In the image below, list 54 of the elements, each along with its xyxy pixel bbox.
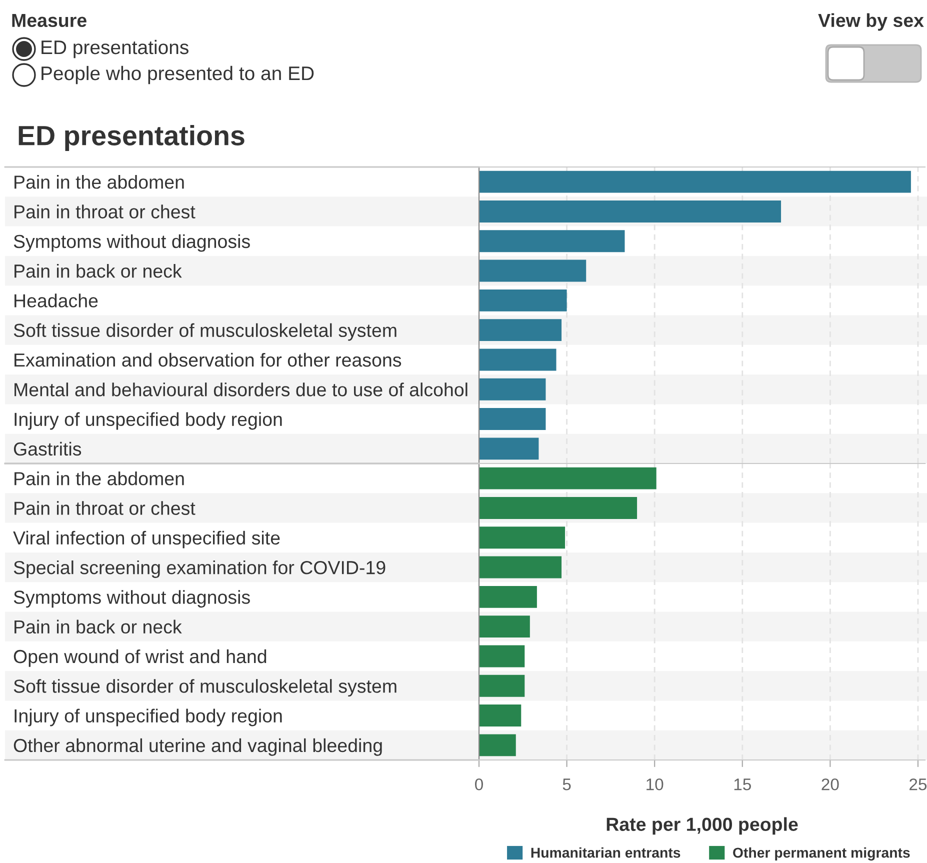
text: People who presented to an ED [42,66,314,84]
y-tick-label: Injury of unspecified body region [14,412,282,430]
y-tick-label: Pain in the abdomen [14,175,184,189]
bar [479,497,638,519]
bar [479,408,546,430]
bar [479,674,525,697]
y-tick-label: Pain in throat or chest [14,501,196,515]
y-tick-label: Injury of unspecified body region [14,708,282,726]
bar [479,230,625,252]
bar [479,289,567,312]
text: ED presentations [42,40,188,58]
bar [479,348,556,371]
x-tick-label: 0 [475,778,483,790]
bar [479,319,562,342]
x-tick-label: 20 [822,778,839,790]
bar [479,260,586,282]
y-tick-label: Pain in throat or chest [14,204,196,218]
y-tick-label: Mental and behavioural disorders due to use of alcohol [14,382,468,396]
x-tick-label: 10 [646,778,664,790]
y-tick-label: Special screening examination for COVID-19 [14,560,386,578]
legend-label: Humanitarian entrants [531,847,680,858]
text: View by sex [818,13,924,31]
y-tick-label: Gastritis [14,442,82,456]
bar [479,438,539,460]
bar [479,734,516,756]
bar [479,526,566,549]
y-tick-label: Soft tissue disorder of musculoskeletal system [14,679,396,697]
bar [479,586,537,608]
y-tick-label: Headache [14,294,98,308]
bar [479,170,911,193]
text: Measure [12,14,86,28]
y-tick-label: Open wound of wrist and hand [14,649,266,667]
y-tick-label: Examination and observation for other reasons [14,352,402,367]
bar [479,645,525,668]
x-tick-label: 5 [562,778,571,790]
legend-label: Other permanent migrants [733,847,910,861]
bar [479,704,522,726]
y-tick-label: Pain in the abdomen [14,472,184,486]
text: ED presentations [18,125,244,151]
y-tick-label: Symptoms without diagnosis [14,590,250,608]
bar [479,616,530,638]
x-axis-title: Rate per 1,000 people [606,817,798,835]
x-tick-label: 15 [734,778,751,790]
y-tick-label: Soft tissue disorder of musculoskeletal system [14,323,396,341]
y-tick-label: Viral infection of unspecified site [13,530,280,548]
bar [479,467,656,490]
bar [479,200,782,222]
y-tick-label: Symptoms without diagnosis [14,234,250,252]
y-tick-label: Pain in back or neck [14,264,182,278]
bar [479,378,546,400]
y-tick-label: Pain in back or neck [14,620,182,634]
y-tick-label: Other abnormal uterine and vaginal bleeding [14,738,382,756]
x-tick-label: 25 [910,778,927,790]
bar [479,556,562,578]
